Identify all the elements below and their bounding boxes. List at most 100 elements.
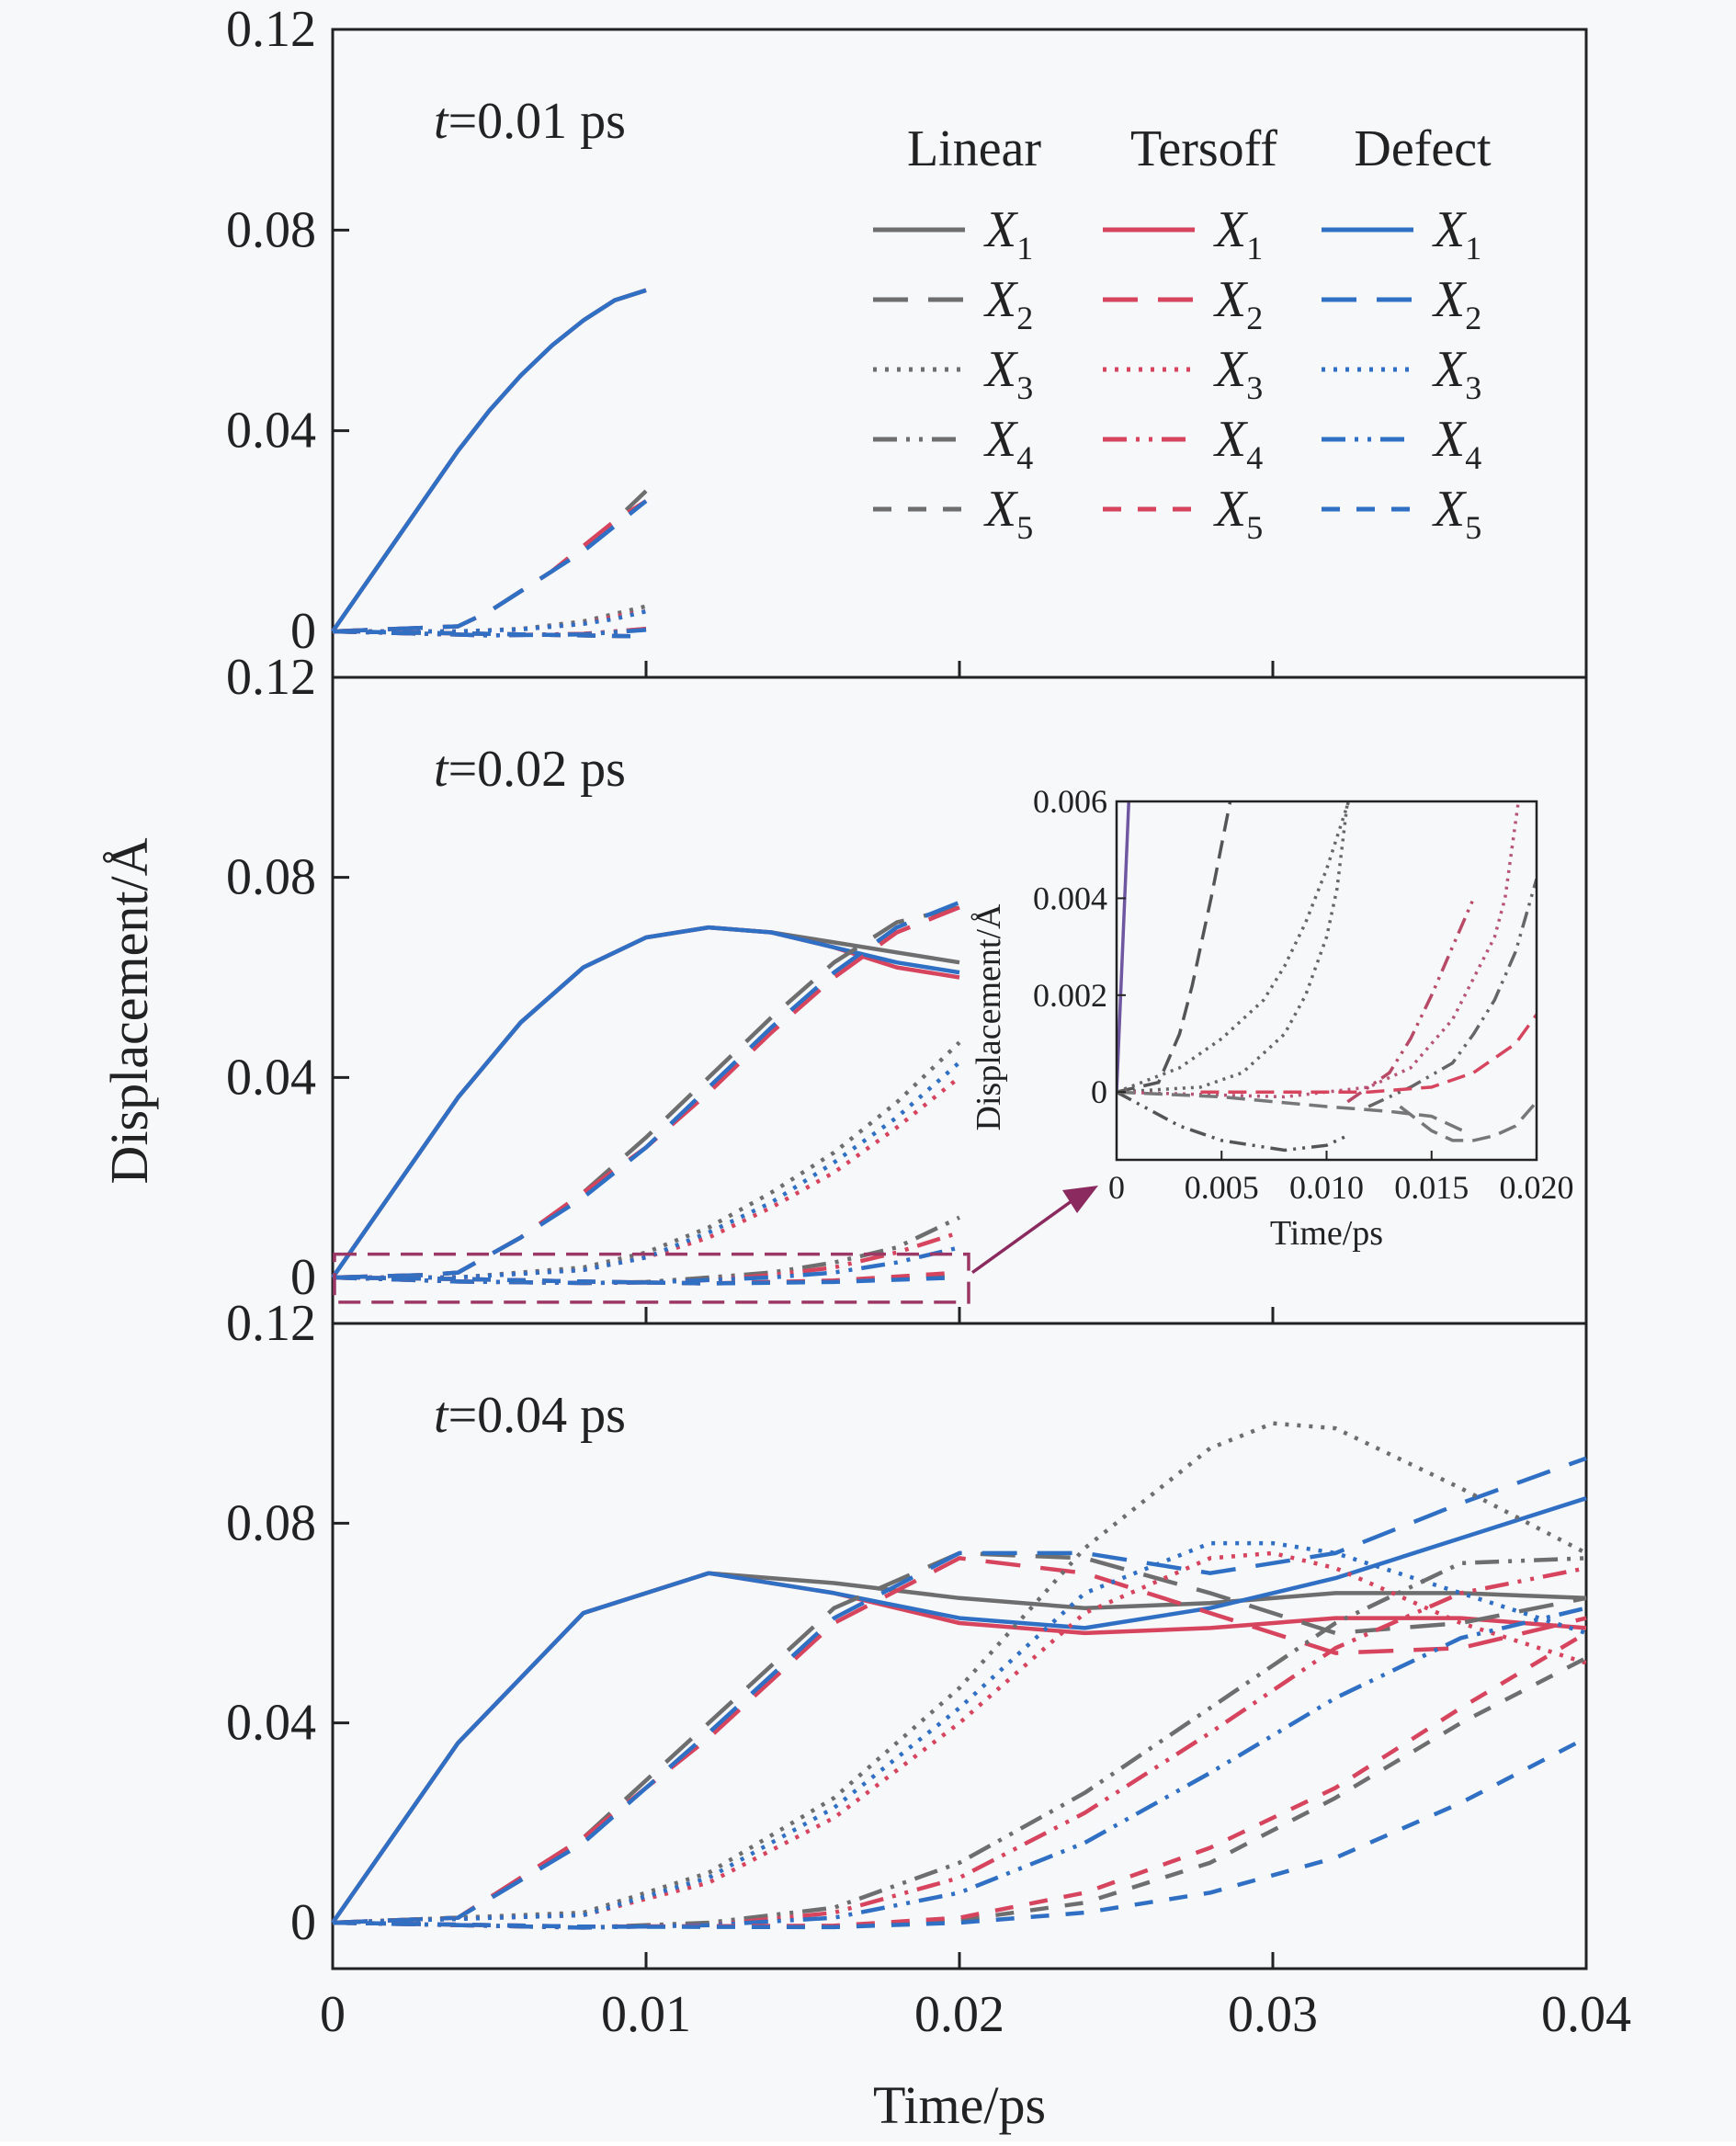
x-axis-label: Time/ps [873,2075,1046,2135]
inset-x-tick-label: 0.020 [1500,1169,1574,1206]
panel-3: 0 0.04 0.08 0.12 0 0.01 0.02 0.03 0.04 t=0.04 ps [226,1295,1631,2043]
y-tick-label: 0 [290,1894,316,1951]
legend-label-sub: 2 [1016,300,1033,336]
legend-label-sub: 4 [1465,439,1481,476]
legend-label-sub: 4 [1246,439,1263,476]
legend-label: X5 [1432,481,1481,546]
series-group [331,1421,1588,1930]
panel-time-label-value: =0.01 ps [448,93,626,150]
series-line [333,604,647,634]
series-line [332,1556,1587,1925]
inset-series-line [1117,801,1131,1093]
inset-y-tick-label: 0.004 [1033,880,1107,916]
inset-series-group [1117,801,1537,1152]
legend-label-sub: 5 [1246,509,1263,546]
legend-label: X2 [1432,271,1481,336]
legend-label: X3 [983,341,1033,406]
x-tick-label: 0 [320,1986,346,2043]
inset-y-tick-label: 0.002 [1033,977,1107,1014]
y-tick-label: 0.04 [226,1695,316,1752]
legend-label-sub: 4 [1016,439,1033,476]
legend-label-base: X [1213,201,1249,258]
series-line [332,1550,1587,1925]
panel-time-label: t=0.02 ps [434,741,626,798]
legend-label-base: X [1213,271,1249,328]
series-line [332,1215,960,1286]
legend-label: X1 [1213,201,1263,267]
y-tick-label: 0 [290,603,316,660]
series-line [332,1736,1588,1930]
legend-group-title: Defect [1354,120,1492,177]
inset-x-tick-label: 0 [1108,1169,1125,1206]
series-line [332,1456,1587,1925]
series-line [332,905,960,1280]
series-line [332,1230,960,1286]
series-line [333,1040,961,1280]
legend-label: X5 [1213,481,1263,546]
panel-time-label-var: t [434,741,449,798]
panel-time-label-var: t [434,93,449,150]
series-group [331,900,961,1286]
series-line [331,1571,1587,1925]
y-tick-label: 0.08 [226,849,316,906]
legend-label: X2 [983,271,1033,336]
series-line [331,925,960,1279]
inset-series-line [1346,897,1476,1104]
inset-x-tick-label: 0.005 [1185,1169,1259,1206]
series-line [332,1421,1588,1925]
y-tick-label: 0.08 [226,1494,316,1551]
y-tick-label: 0.12 [226,1295,316,1352]
series-line [332,900,960,1280]
inset-series-line [1117,801,1351,1094]
legend-label-base: X [1432,411,1468,468]
legend-label-sub: 5 [1465,509,1481,546]
series-line [332,1540,1587,1925]
legend-label-base: X [983,271,1019,328]
panel-time-label-value: =0.04 ps [448,1387,626,1444]
legend-label: X4 [1213,411,1263,476]
inset-series-line [1367,878,1537,1108]
legend-group-title: Tersoff [1130,120,1277,177]
y-tick-label: 0.12 [226,1,316,58]
inset-series-line [1117,801,1232,1094]
series-line [331,288,647,633]
panel-time-label: t=0.04 ps [434,1387,626,1444]
inset-y-axis-label: Displacement/Å [970,903,1008,1130]
series-group [331,288,648,639]
series-line [332,905,960,1280]
legend-label-base: X [1213,411,1249,468]
panel-time-label-value: =0.02 ps [448,741,626,798]
legend-label-sub: 1 [1246,230,1263,267]
series-line [332,499,648,634]
inset-y-tick-label: 0 [1091,1073,1107,1110]
legend-label-sub: 3 [1246,369,1263,406]
series-line [331,925,960,1279]
series-line [332,1556,1587,1930]
inset-x-tick-label: 0.015 [1394,1169,1469,1206]
inset-series-line [1200,1013,1537,1094]
legend-label: X2 [1213,271,1263,336]
series-line [332,1550,1587,1925]
legend-label-sub: 1 [1465,230,1481,267]
legend-label-base: X [983,201,1019,258]
inset-x-tick-label: 0.010 [1289,1169,1364,1206]
y-tick-label: 0.08 [226,201,316,258]
series-line [333,1061,961,1280]
y-tick-label: 0 [290,1249,316,1306]
legend-label-base: X [1432,271,1468,328]
series-line [333,1075,961,1280]
legend-label-base: X [1432,481,1468,538]
legend-label: X1 [1432,201,1481,267]
legend-label: X3 [1432,341,1481,406]
legend-label-sub: 3 [1465,369,1481,406]
series-line [332,1630,1588,1929]
x-tick-label: 0.04 [1541,1986,1631,2043]
zoom-arrow-line [970,1197,1077,1275]
series-line [333,608,647,634]
legend-label: X3 [1213,341,1263,406]
legend-group-title: Linear [907,120,1041,177]
legend-label: X4 [1432,411,1481,476]
legend-label-base: X [1432,201,1468,258]
